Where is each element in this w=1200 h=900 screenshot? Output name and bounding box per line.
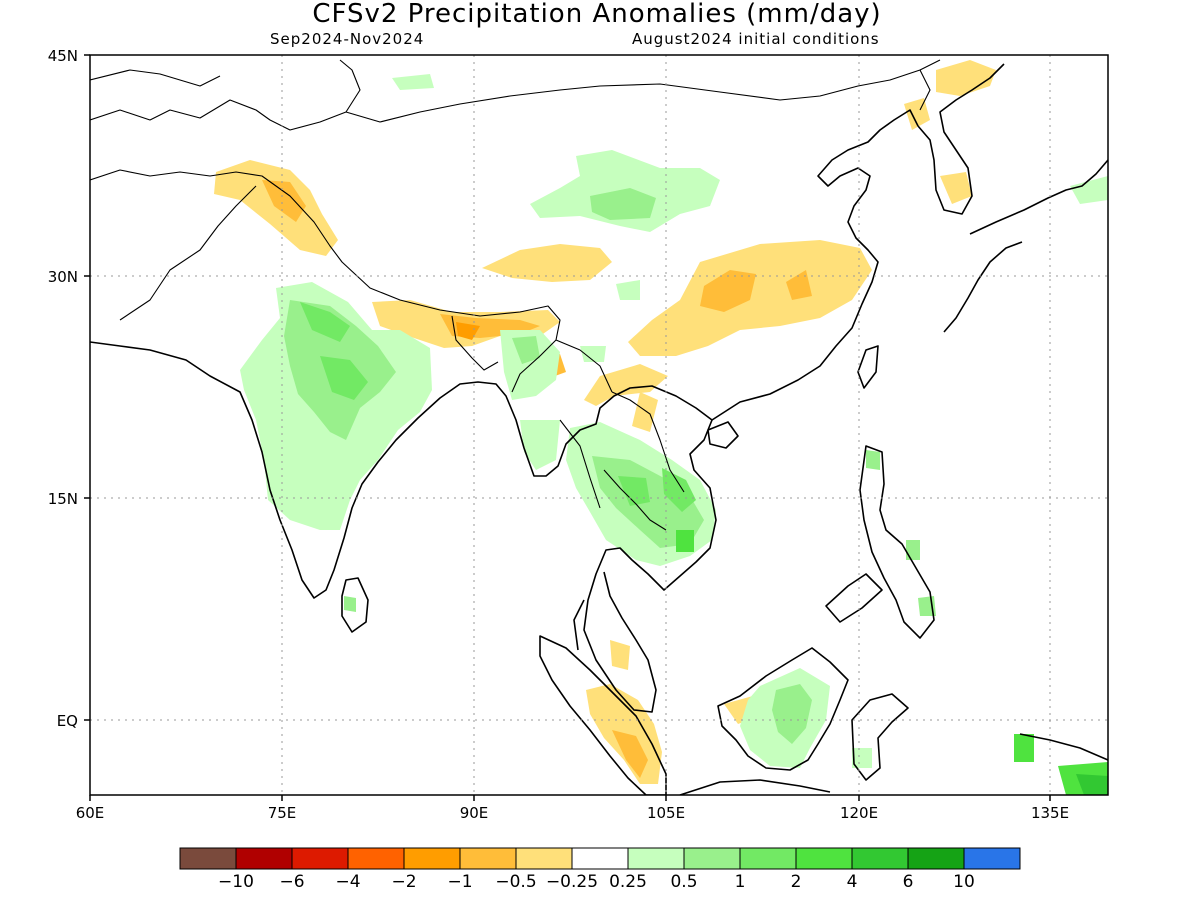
lat-label: 45N bbox=[48, 47, 78, 65]
colorbar-swatch bbox=[851, 847, 909, 870]
colorbar-swatch bbox=[515, 847, 573, 870]
colorbar-label: −1 bbox=[447, 872, 472, 892]
colorbar-label: −0.5 bbox=[495, 872, 536, 892]
initial-conditions: August2024 initial conditions bbox=[632, 30, 880, 48]
lon-label: 75E bbox=[268, 804, 297, 822]
colorbar-swatch bbox=[907, 847, 965, 870]
colorbar-swatch bbox=[403, 847, 461, 870]
graticule bbox=[90, 55, 1108, 795]
forecast-period: Sep2024-Nov2024 bbox=[270, 30, 424, 48]
colorbar-swatch bbox=[739, 847, 797, 870]
lon-label: 135E bbox=[1031, 804, 1069, 822]
colorbar-label: 4 bbox=[847, 872, 858, 892]
colorbar-label: 2 bbox=[791, 872, 802, 892]
colorbar-label: −0.25 bbox=[546, 872, 598, 892]
lon-label: 90E bbox=[460, 804, 489, 822]
lon-label: 60E bbox=[76, 804, 105, 822]
colorbar-label: 10 bbox=[953, 872, 975, 892]
colorbar-label: −6 bbox=[279, 872, 304, 892]
colorbar-label: 6 bbox=[903, 872, 914, 892]
colorbar-label: −10 bbox=[218, 872, 254, 892]
map-frame bbox=[89, 54, 1109, 796]
colorbar-swatch bbox=[571, 847, 629, 870]
coastlines-and-borders bbox=[90, 59, 1108, 795]
longitude-axis: 60E 75E 90E 105E 120E 135E bbox=[76, 804, 1069, 822]
colorbar-swatch bbox=[459, 847, 517, 870]
colorbar-swatch bbox=[795, 847, 853, 870]
map-title: CFSv2 Precipitation Anomalies (mm/day) bbox=[312, 0, 881, 29]
lat-label: 30N bbox=[48, 268, 78, 286]
lat-label: 15N bbox=[48, 490, 78, 508]
map-panel: 45N 30N 15N EQ 60E 75E 90E 105E 120E 135… bbox=[48, 47, 1109, 822]
colorbar-label: 1 bbox=[735, 872, 746, 892]
colorbar-label: −4 bbox=[335, 872, 360, 892]
wet-anomaly-shading bbox=[240, 74, 1108, 795]
dry-anomaly-shading bbox=[214, 60, 996, 784]
colorbar-swatch bbox=[683, 847, 741, 870]
lon-label: 105E bbox=[647, 804, 685, 822]
colorbar-swatch bbox=[291, 847, 349, 870]
lat-label: EQ bbox=[57, 712, 78, 730]
colorbar-swatch bbox=[235, 847, 293, 870]
colorbar-swatch bbox=[627, 847, 685, 870]
colorbar-label: −2 bbox=[391, 872, 416, 892]
colorbar-swatch bbox=[179, 847, 237, 870]
latitude-axis: 45N 30N 15N EQ bbox=[48, 47, 78, 730]
colorbar-legend: −10 −6 −4 −2 −1 −0.5 −0.25 0.25 0.5 1 2 4 6 10 bbox=[179, 847, 1021, 892]
colorbar-swatch bbox=[963, 847, 1021, 870]
colorbar-label: 0.25 bbox=[609, 872, 647, 892]
colorbar-label: 0.5 bbox=[670, 872, 697, 892]
lon-label: 120E bbox=[840, 804, 878, 822]
colorbar-swatch bbox=[347, 847, 405, 870]
